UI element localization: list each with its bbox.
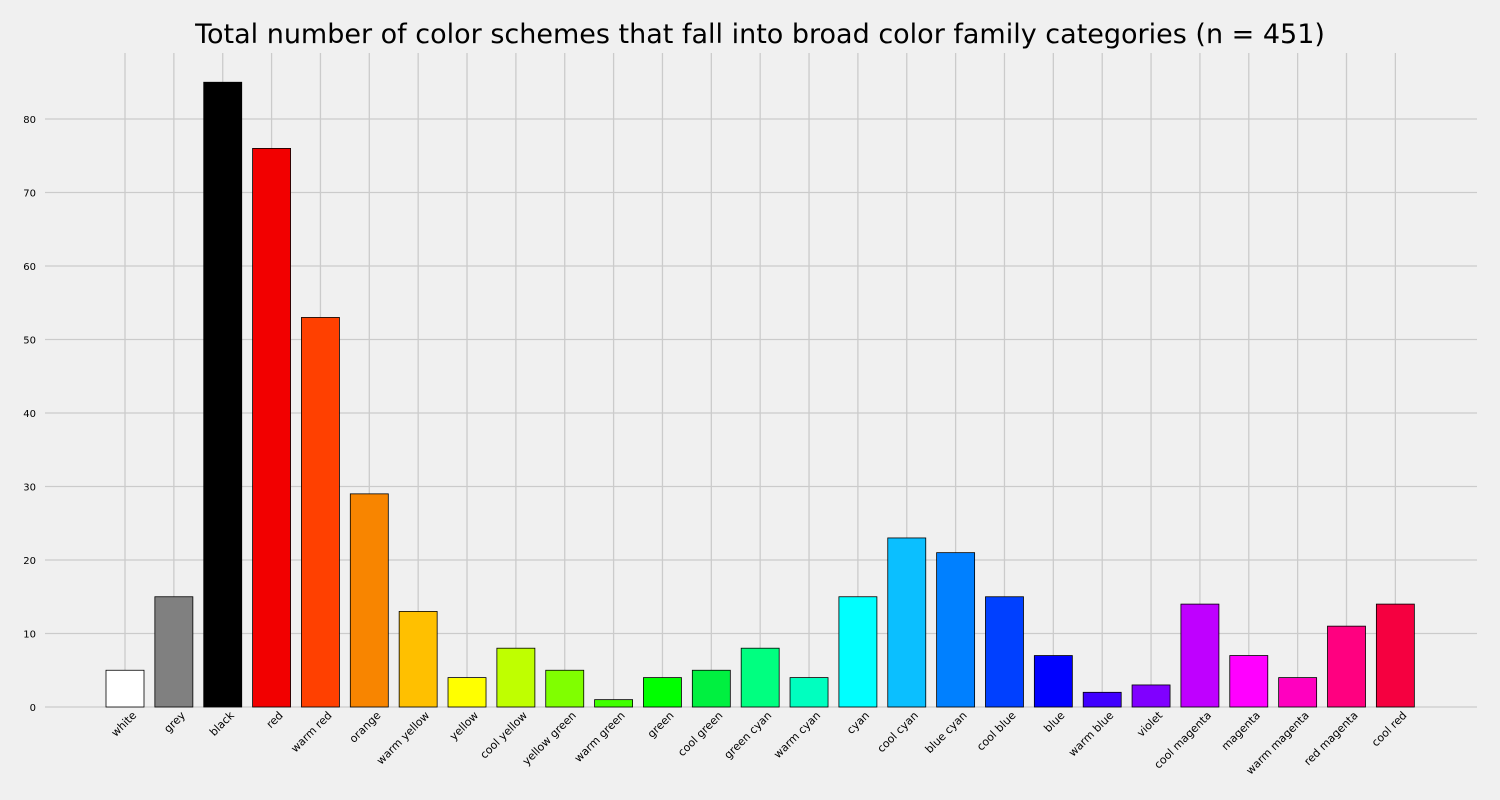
- y-tick-labels: 0 10 20 30 40 50 60 70 80: [23, 115, 36, 714]
- bar-cool-magenta: [1180, 603, 1220, 708]
- y-tick-label: 0: [30, 703, 36, 714]
- x-tick-label: red: [264, 709, 286, 731]
- bar-green-cyan: [740, 647, 780, 708]
- bar-blue: [1033, 655, 1073, 708]
- bars: [105, 81, 1415, 708]
- bar-cool-red: [1375, 603, 1415, 708]
- y-tick-label: 60: [23, 262, 36, 273]
- x-tick-label: warm green: [572, 709, 628, 765]
- bar-white: [105, 669, 145, 708]
- x-tick-label: warm red: [288, 709, 334, 755]
- x-tick-label: orange: [347, 709, 384, 746]
- x-tick-label: cyan: [844, 709, 872, 737]
- bar-warm-cyan: [789, 677, 829, 708]
- x-tick-label: white: [109, 709, 140, 740]
- bar-cool-blue: [985, 596, 1024, 708]
- x-tick-label: cool green: [675, 709, 725, 759]
- y-tick-label: 80: [23, 115, 36, 126]
- bar-magenta: [1229, 655, 1269, 708]
- bar-warm-magenta: [1278, 677, 1318, 708]
- x-tick-label: black: [207, 708, 237, 738]
- y-tick-label: 50: [23, 336, 36, 347]
- x-tick-label: yellow: [447, 709, 481, 743]
- x-tick-label: cool blue: [974, 709, 1019, 754]
- x-tick-label: violet: [1134, 708, 1165, 739]
- chart-title: Total number of color schemes that fall …: [194, 19, 1325, 50]
- bar-warm-yellow: [398, 611, 438, 708]
- bar-green: [643, 677, 682, 708]
- bar-grey: [154, 596, 194, 708]
- x-tick-label: blue cyan: [923, 709, 970, 756]
- y-tick-label: 30: [23, 483, 36, 494]
- x-tick-label: green cyan: [722, 709, 775, 762]
- bar-warm-green: [594, 699, 633, 708]
- y-tick-label: 40: [23, 409, 36, 420]
- bar-violet: [1131, 684, 1171, 708]
- x-tick-label: magenta: [1219, 709, 1263, 753]
- bar-cool-cyan: [887, 537, 927, 708]
- vertical-gridlines: [124, 53, 1397, 707]
- bar-yellow: [447, 677, 487, 708]
- x-tick-label: warm blue: [1066, 709, 1116, 759]
- bar-cool-green: [691, 669, 731, 708]
- x-tick-label: grey: [161, 709, 188, 736]
- y-tick-label: 20: [23, 556, 36, 567]
- bar-warm-blue: [1082, 691, 1122, 708]
- bar-red-magenta: [1327, 625, 1366, 708]
- y-tick-label: 10: [23, 630, 36, 641]
- bar-black: [203, 81, 243, 708]
- x-tick-label: cool red: [1369, 709, 1409, 749]
- x-tick-label: cool yellow: [478, 709, 530, 761]
- bar-red: [252, 147, 291, 708]
- x-tick-label: warm cyan: [771, 709, 823, 761]
- x-tick-label: cool cyan: [875, 709, 921, 755]
- bar-yellow-green: [545, 669, 585, 708]
- bar-cool-yellow: [496, 647, 536, 708]
- y-tick-label: 70: [23, 189, 36, 200]
- x-tick-label: blue: [1041, 709, 1067, 735]
- bar-warm-red: [301, 317, 340, 708]
- bar-blue-cyan: [936, 552, 976, 708]
- x-tick-label: green: [645, 709, 677, 741]
- bar-cyan: [838, 596, 878, 708]
- bar-orange: [349, 493, 389, 708]
